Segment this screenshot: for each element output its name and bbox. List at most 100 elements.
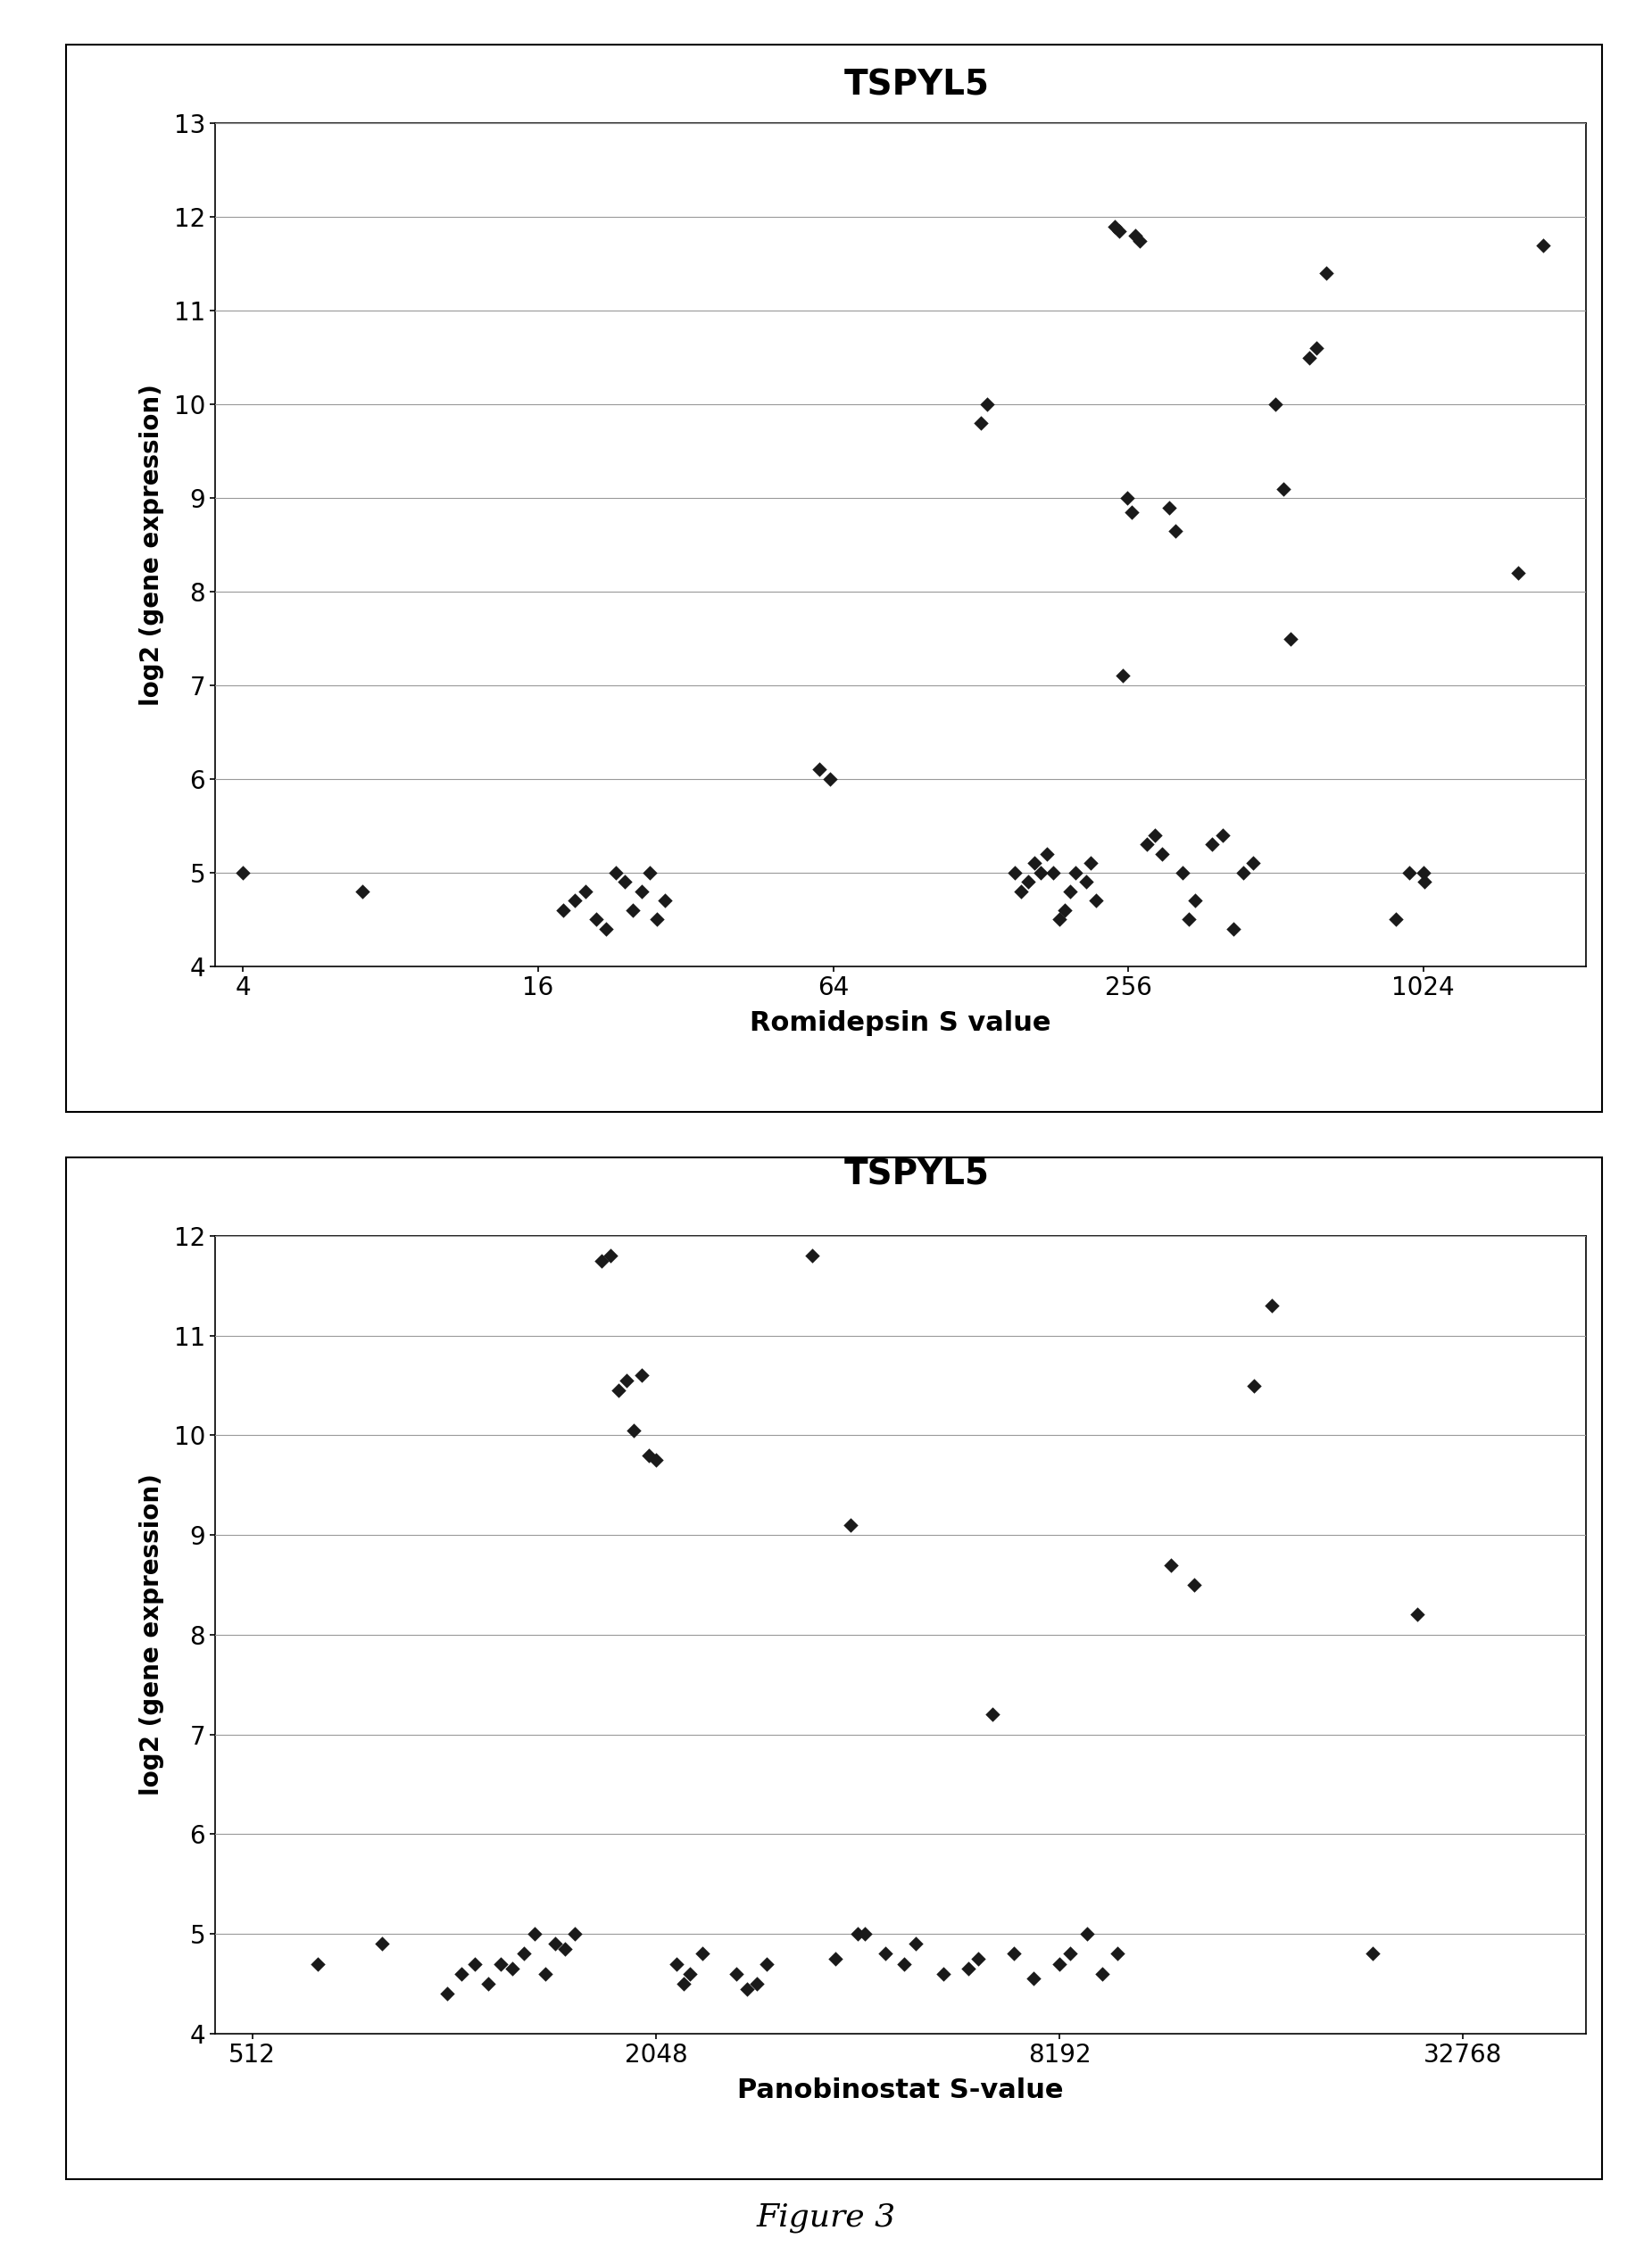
Point [636,854,662,890]
Point [448,1955,474,1991]
Point [588,1243,615,1279]
Text: TSPYL5: TSPYL5 [844,67,990,103]
Point [1001,854,1028,890]
Point [838,1508,864,1544]
Point [1046,1946,1072,1982]
Point [1028,854,1054,890]
Point [583,901,610,937]
Point [1118,494,1145,530]
Point [1156,490,1183,526]
Point [1411,865,1437,901]
Point [844,1917,871,1953]
Point [1297,339,1323,375]
Point [852,1917,879,1953]
Point [1074,1917,1100,1953]
Point [434,1975,461,2011]
Point [1021,1962,1047,1998]
Point [902,1926,928,1962]
Point [689,1935,715,1973]
Point [522,1917,548,1953]
Point [816,762,843,798]
Point [743,1966,770,2002]
Point [1181,1566,1208,1602]
Point [1396,854,1422,890]
Point [1008,874,1034,910]
Point [1404,1598,1431,1634]
Point [671,1966,697,2002]
X-axis label: Romidepsin S value: Romidepsin S value [750,1011,1051,1036]
Point [605,1373,631,1409]
Point [510,1935,537,1973]
Point [1221,910,1247,946]
Point [368,1926,395,1962]
Point [724,1955,750,1991]
Point [349,874,375,910]
Point [965,1941,991,1977]
Point [968,404,995,440]
Point [1530,227,1556,263]
Point [806,753,833,789]
Point [573,874,600,910]
Point [798,1238,824,1274]
Point [1505,555,1531,591]
Point [1062,854,1089,890]
Point [1142,818,1168,854]
Point [1001,1935,1028,1973]
Point [823,1941,849,1977]
Point [1241,1368,1267,1404]
Point [603,854,629,890]
Point [1089,1955,1115,1991]
Point [499,1950,525,1986]
Point [474,1966,501,2002]
Point [304,1946,330,1982]
Point [550,892,577,928]
Point [1409,854,1436,890]
Point [461,1946,487,1982]
Point [753,1946,780,1982]
Point [1072,865,1099,901]
Point [1113,481,1140,517]
Point [644,901,671,937]
Point [1231,854,1257,890]
Point [1163,512,1189,548]
Point [628,1357,654,1393]
Point [1239,845,1265,881]
Point [611,865,638,901]
Point [593,910,620,946]
Point [1046,901,1072,937]
Point [1303,330,1330,366]
Point [1170,854,1196,890]
Point [1262,386,1289,422]
Point [230,854,256,890]
Point [1110,658,1137,694]
Point [1148,836,1175,872]
Y-axis label: log2 (gene expression): log2 (gene expression) [139,384,164,706]
Point [1199,827,1226,863]
Point [1175,901,1201,937]
Point [676,1955,702,1991]
Point [930,1955,957,1991]
Point [651,883,677,919]
Point [1082,883,1108,919]
Point [1102,209,1128,245]
Point [1105,213,1132,249]
Text: TSPYL5: TSPYL5 [844,1157,990,1193]
Point [562,1917,588,1953]
Point [1181,883,1208,919]
Point [1077,845,1104,881]
Point [1209,818,1236,854]
Point [620,892,646,928]
Point [1014,865,1041,901]
Point [1158,1546,1184,1582]
Point [636,1438,662,1474]
Point [552,1930,578,1966]
Point [1034,836,1061,872]
Point [542,1926,568,1962]
Point [1057,1935,1084,1973]
Point [621,1413,648,1449]
Point [733,1971,760,2007]
Point [532,1955,558,1991]
Point [1104,1935,1130,1973]
Point [1313,256,1340,292]
Point [664,1946,691,1982]
